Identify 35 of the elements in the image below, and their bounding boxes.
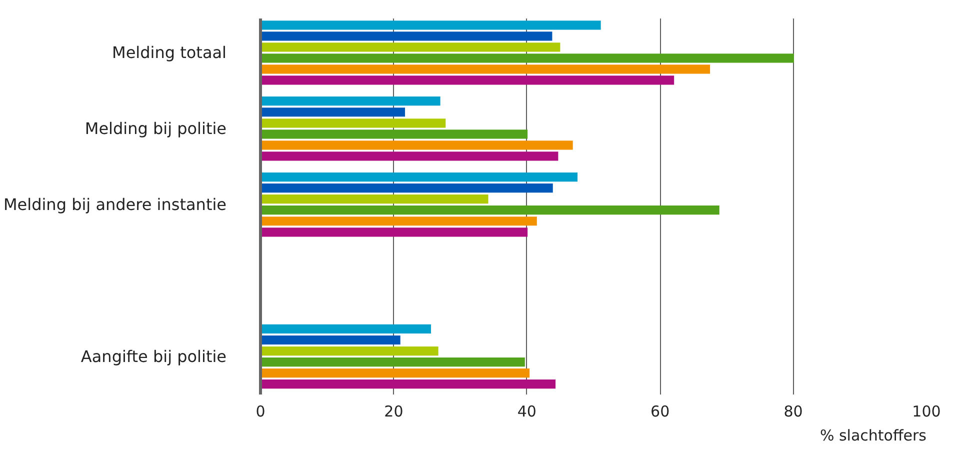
- bar: [260, 42, 560, 52]
- x-tick-label: 0: [256, 402, 266, 420]
- x-axis-title: % slachtoffers: [820, 426, 927, 444]
- bar: [260, 108, 406, 117]
- bar: [260, 172, 578, 182]
- bar: [260, 357, 525, 367]
- x-tick-label: 20: [384, 402, 404, 420]
- bar: [260, 324, 431, 334]
- bar: [260, 346, 438, 356]
- bar: [260, 130, 528, 139]
- bar: [260, 194, 488, 204]
- y-tick-label: Melding bij andere instantie: [3, 195, 226, 214]
- bar: [260, 368, 530, 378]
- bar: [260, 140, 573, 150]
- x-tick-label: 40: [517, 402, 536, 420]
- bar: [260, 228, 528, 237]
- bar: [260, 184, 553, 193]
- bar: [260, 32, 552, 41]
- y-tick-label: Melding bij politie: [84, 119, 226, 138]
- bar: [260, 96, 440, 106]
- bar: [260, 118, 446, 128]
- x-tick-label: 100: [912, 402, 941, 420]
- y-tick-label: Aangifte bij politie: [80, 347, 226, 366]
- bar: [260, 216, 537, 226]
- bar: [260, 335, 400, 345]
- x-tick-label: 80: [784, 402, 803, 420]
- y-tick-label: Melding totaal: [112, 43, 226, 62]
- bar: [260, 152, 558, 161]
- bar: [260, 206, 720, 215]
- bar: [260, 20, 601, 30]
- bar: [260, 380, 556, 389]
- x-tick-label: 60: [650, 402, 670, 420]
- bar: [260, 64, 710, 74]
- bar: [260, 76, 674, 85]
- bar: [260, 54, 794, 63]
